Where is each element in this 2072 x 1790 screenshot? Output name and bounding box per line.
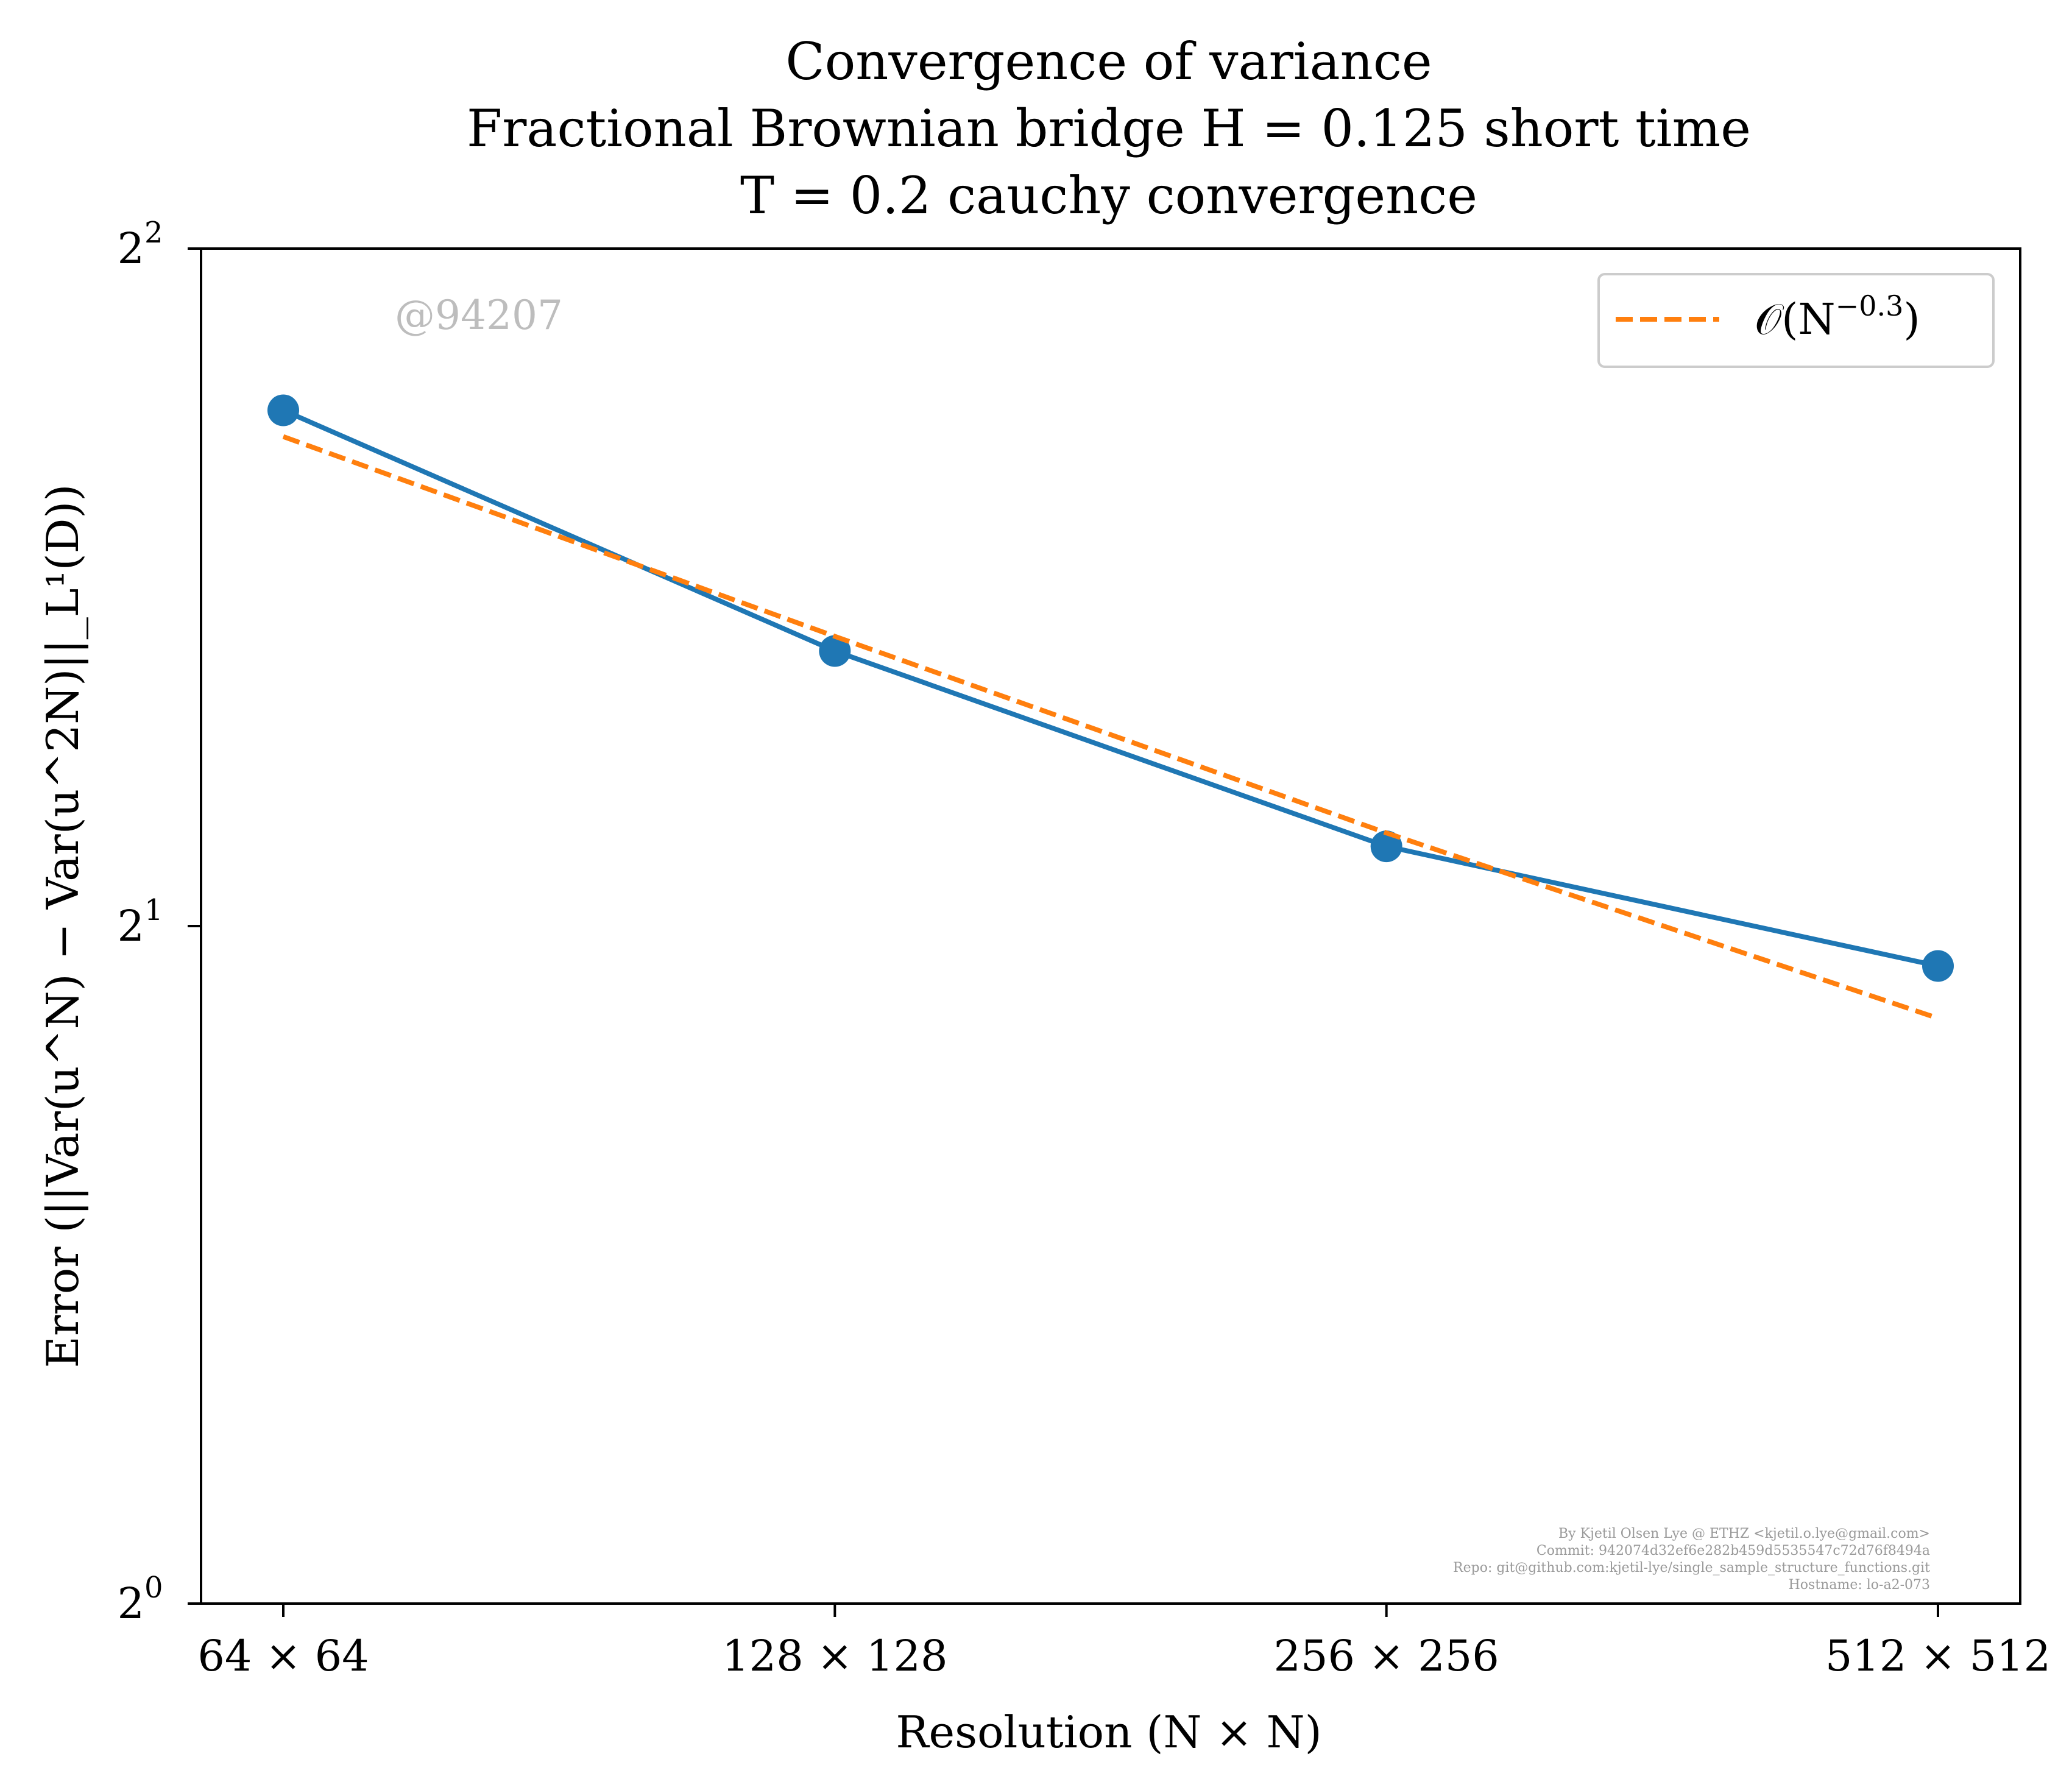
y-tick-label: 21	[117, 893, 163, 951]
x-tick-label: 256 × 256	[1273, 1631, 1499, 1681]
data-point-4	[1922, 950, 1954, 982]
legend-label: 𝒪(N−0.3)	[1755, 289, 1920, 344]
chart-title: Convergence of variance Fractional Brown…	[467, 32, 1751, 225]
legend-label-main: 𝒪(N	[1755, 294, 1836, 344]
legend: 𝒪(N−0.3)	[1597, 273, 1995, 368]
x-tick-label: 128 × 128	[722, 1631, 947, 1681]
data-point-2	[819, 635, 851, 667]
plot-area	[200, 247, 2021, 1605]
series-layer	[267, 394, 1954, 1021]
credits-line-1: By Kjetil Olsen Lye @ ETHZ <kjetil.o.lye…	[1558, 1526, 1930, 1541]
watermark-text: @94207	[395, 292, 563, 339]
error-line-blue	[282, 408, 1939, 969]
y-tick-label: 20	[117, 1571, 163, 1629]
credits-line-3: Repo: git@github.com:kjetil-lye/single_s…	[1453, 1560, 1930, 1576]
y-axis-label: Error (||Var(u^N) − Var(u^2N)||_L¹(D))	[37, 484, 88, 1368]
legend-label-exponent: −0.3	[1836, 289, 1904, 322]
x-axis: 64 × 64 128 × 128 256 × 256 512 × 512	[197, 1604, 2051, 1681]
credits-line-2: Commit: 942074d32ef6e282b459d5535547c72d…	[1536, 1543, 1930, 1558]
title-line-3: T = 0.2 cauchy convergence	[740, 166, 1477, 225]
legend-box	[1597, 273, 1995, 368]
x-tick-label: 512 × 512	[1825, 1631, 2051, 1681]
y-axis: 20 21 22	[117, 216, 201, 1629]
reference-line-orange-dashed	[282, 434, 1939, 1021]
title-line-2: Fractional Brownian bridge H = 0.125 sho…	[467, 99, 1751, 158]
x-axis-label: Resolution (N × N)	[896, 1707, 1321, 1758]
x-tick-label: 64 × 64	[197, 1631, 369, 1681]
credits-line-4: Hostname: lo-a2-073	[1789, 1577, 1930, 1593]
y-tick-label: 22	[117, 216, 163, 274]
legend-label-suffix: )	[1903, 294, 1920, 344]
data-point-1	[267, 394, 299, 426]
data-point-3	[1370, 830, 1402, 863]
title-line-1: Convergence of variance	[785, 32, 1432, 91]
credits: By Kjetil Olsen Lye @ ETHZ <kjetil.o.lye…	[1453, 1526, 1930, 1593]
